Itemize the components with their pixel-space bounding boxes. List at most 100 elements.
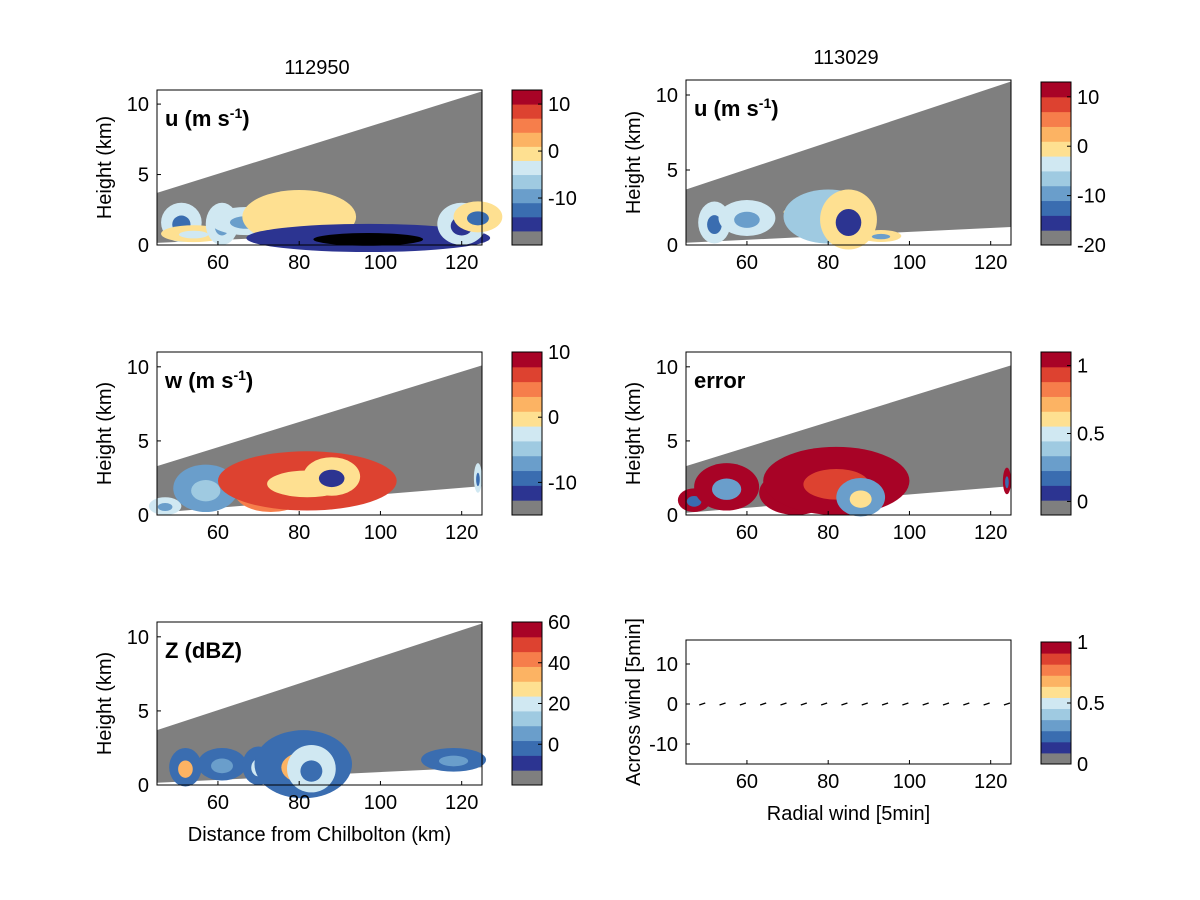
colorbar-tick-label: 0 xyxy=(548,407,559,429)
colorbar-swatch xyxy=(512,500,542,516)
echo-core xyxy=(835,209,862,236)
x-tick-label: 120 xyxy=(445,252,478,274)
x-tick-label: 60 xyxy=(736,771,758,793)
colorbar-swatch xyxy=(1041,426,1071,442)
colorbar-swatch xyxy=(512,216,542,232)
x-tick-label: 120 xyxy=(974,522,1007,544)
wind-arrow xyxy=(759,702,767,706)
colorbar-swatch xyxy=(1041,485,1071,501)
colorbar-swatch xyxy=(1041,170,1071,187)
y-tick-label: 10 xyxy=(127,627,149,649)
colorbar-swatch xyxy=(512,411,542,427)
wind-arrow xyxy=(902,702,909,706)
colorbar-swatch xyxy=(512,681,542,697)
colorbar-swatch xyxy=(1041,686,1071,698)
echo-core xyxy=(734,211,760,228)
colorbar-swatch xyxy=(512,622,542,638)
colorbar-swatch xyxy=(1041,366,1071,383)
colorbar-swatch xyxy=(512,740,542,756)
x-tick-label: 120 xyxy=(974,771,1007,793)
colorbar-swatch xyxy=(512,366,542,383)
x-tick-label: 60 xyxy=(736,252,758,274)
colorbar-swatch xyxy=(512,636,542,653)
echo-core xyxy=(466,211,489,226)
colorbar-swatch xyxy=(512,230,542,246)
colorbar: 10 0 -10 xyxy=(511,342,577,516)
axes-frame xyxy=(685,639,1012,765)
x-tick-label: 60 xyxy=(736,522,758,544)
colorbar: 60 40 20 0 xyxy=(511,612,570,786)
colorbar-tick-label: 20 xyxy=(548,694,570,716)
colorbar-swatch xyxy=(1041,215,1071,231)
y-tick-label: 10 xyxy=(656,357,678,379)
x-tick-label: 120 xyxy=(445,792,478,814)
echo-core xyxy=(686,496,702,507)
y-axis-label: Height (km) xyxy=(623,382,645,485)
y-tick-label: 0 xyxy=(667,235,678,257)
colorbar-swatch xyxy=(1041,752,1071,765)
colorbar-swatch xyxy=(1041,381,1071,397)
column-title-left: 112950 xyxy=(284,57,349,79)
echo-core xyxy=(178,760,193,778)
x-tick-label: 100 xyxy=(893,771,926,793)
wind-arrow xyxy=(719,702,726,706)
x-tick-label: 80 xyxy=(817,522,839,544)
colorbar-tick-label: -20 xyxy=(1077,235,1106,257)
colorbar-tick-label: -10 xyxy=(548,188,577,210)
x-axis-label: Distance from Chilbolton (km) xyxy=(188,824,451,846)
colorbar-swatch xyxy=(1041,411,1071,427)
colorbar-tick-label: 0 xyxy=(1077,136,1088,158)
colorbar-swatch xyxy=(512,666,542,682)
x-tick-label: 120 xyxy=(974,252,1007,274)
panel-label: w (m s-1) xyxy=(164,367,253,393)
panel-5: Z (dBZ) 60 80 100 120 0 5 10 Height (km) Distance… xyxy=(94,612,570,846)
echo-core xyxy=(712,478,742,500)
wind-arrow xyxy=(983,702,990,706)
wind-arrow xyxy=(881,702,889,706)
colorbar-swatch xyxy=(1041,470,1071,486)
colorbar-tick-label: 0.5 xyxy=(1077,424,1105,446)
colorbar-tick-label: 1 xyxy=(1077,632,1088,654)
wind-arrow xyxy=(861,702,868,706)
y-axis-label: Height (km) xyxy=(94,382,116,485)
echo-core xyxy=(438,755,469,767)
colorbar-swatch xyxy=(1041,200,1071,216)
y-tick-label: 5 xyxy=(667,160,678,182)
colorbar-swatch xyxy=(1041,664,1071,676)
wind-arrow xyxy=(963,702,970,706)
colorbar-tick-label: 0 xyxy=(548,141,559,163)
colorbar-swatch xyxy=(512,90,542,105)
y-axis-label: Height (km) xyxy=(94,116,116,219)
y-tick-label: 10 xyxy=(656,654,678,676)
colorbar-swatch xyxy=(512,470,542,486)
colorbar-swatch xyxy=(1041,642,1071,654)
y-axis-label: Across wind [5min] xyxy=(623,618,645,786)
y-axis-label: Height (km) xyxy=(623,111,645,214)
echo-core xyxy=(178,230,209,239)
echo-core xyxy=(318,469,345,488)
panel-label: error xyxy=(694,368,746,393)
colorbar-swatch xyxy=(1041,185,1071,202)
colorbar-swatch xyxy=(512,381,542,397)
echo-core xyxy=(871,233,891,240)
echo-core xyxy=(191,480,221,502)
y-tick-label: 0 xyxy=(138,775,149,797)
wind-arrow xyxy=(942,702,950,706)
colorbar-tick-label: -10 xyxy=(1077,186,1106,208)
echo-core xyxy=(707,215,722,235)
colorbar-swatch xyxy=(512,202,542,218)
colorbar-swatch xyxy=(1041,653,1071,665)
y-tick-label: 5 xyxy=(138,701,149,723)
echo-core xyxy=(157,502,173,511)
colorbar-swatch xyxy=(512,710,542,727)
axes-frame xyxy=(685,79,1012,246)
colorbar-swatch xyxy=(1041,440,1071,457)
x-tick-label: 80 xyxy=(817,252,839,274)
colorbar-swatch xyxy=(512,352,542,368)
colorbar-tick-label: 0 xyxy=(548,734,559,756)
echo-core xyxy=(211,758,233,774)
